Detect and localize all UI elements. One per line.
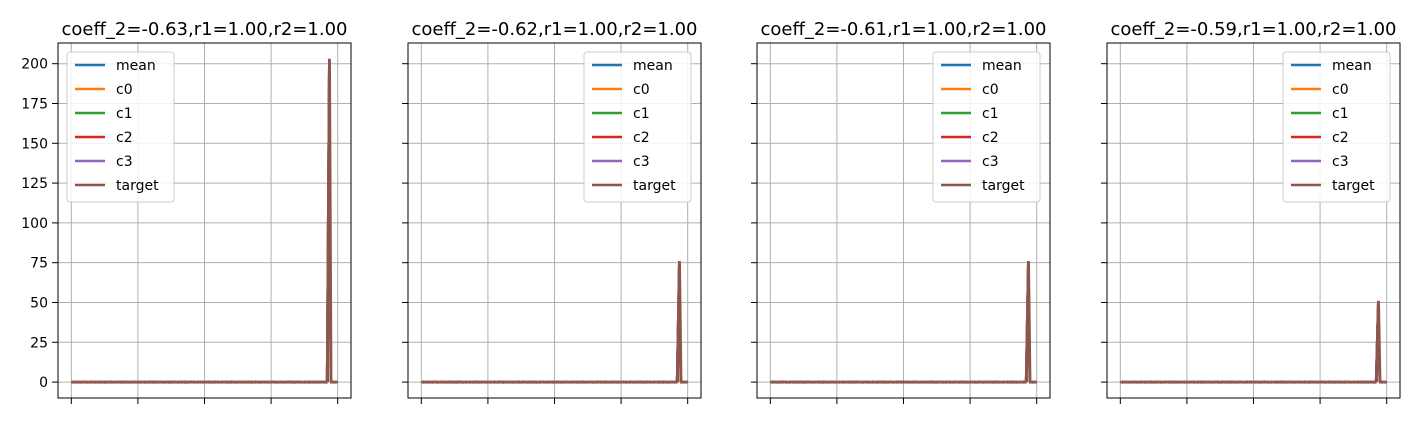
legend-label-c0: c0 [1332, 82, 1349, 98]
y-tick-label: 175 [21, 96, 48, 112]
legend-label-target: target [982, 178, 1025, 194]
legend-label-mean: mean [1332, 58, 1372, 74]
series-target-spike [676, 261, 683, 383]
legend: mean c0 c1 c2 c3 target [583, 51, 692, 203]
legend-label-target: target [1332, 178, 1375, 194]
legend: mean c0 c1 c2 c3 target [66, 51, 175, 203]
legend-label-c2: c2 [1332, 130, 1349, 146]
legend-label-target: target [633, 178, 676, 194]
y-tick-label: 150 [21, 136, 48, 152]
series-target-spike [1025, 261, 1032, 383]
legend: mean c0 c1 c2 c3 target [1282, 51, 1391, 203]
legend-label-c0: c0 [633, 82, 650, 98]
legend-label-c3: c3 [1332, 154, 1349, 170]
subplot-title: coeff_2=-0.63,r1=1.00,r2=1.00 [62, 19, 348, 40]
subplot-title: coeff_2=-0.62,r1=1.00,r2=1.00 [412, 19, 698, 40]
y-tick-label: 75 [30, 256, 48, 272]
series-target-line [1119, 300, 1388, 384]
legend-label-mean: mean [982, 58, 1022, 74]
series-target-line [420, 261, 689, 384]
subplot-title: coeff_2=-0.61,r1=1.00,r2=1.00 [761, 19, 1047, 40]
subplot-title: coeff_2=-0.59,r1=1.00,r2=1.00 [1111, 19, 1397, 40]
legend-label-target: target [116, 178, 159, 194]
legend-label-c0: c0 [116, 82, 133, 98]
legend-label-c1: c1 [116, 106, 133, 122]
legend-label-c3: c3 [116, 154, 133, 170]
series-target-spike [1375, 300, 1382, 383]
legend-label-c2: c2 [633, 130, 650, 146]
y-tick-label: 25 [30, 335, 48, 351]
legend-label-c0: c0 [982, 82, 999, 98]
subplot-1: 0 25 50 75 100 125 150 175 200 coeff_2=-0.63,r1=1… [21, 19, 352, 404]
legend-label-mean: mean [116, 58, 156, 74]
y-tick-label: 100 [21, 216, 48, 232]
legend-label-mean: mean [633, 58, 673, 74]
legend-label-c3: c3 [633, 154, 650, 170]
legend-label-c2: c2 [982, 130, 999, 146]
y-tick-label: 0 [39, 375, 48, 391]
y-tick-label: 125 [21, 176, 48, 192]
y-tick-label: 50 [30, 295, 48, 311]
series-target-line [769, 261, 1038, 384]
legend-label-c1: c1 [1332, 106, 1349, 122]
legend-label-c1: c1 [982, 106, 999, 122]
legend: mean c0 c1 c2 c3 target [932, 51, 1041, 203]
legend-label-c1: c1 [633, 106, 650, 122]
series-target-line [70, 58, 339, 384]
legend-label-c3: c3 [982, 154, 999, 170]
legend-label-c2: c2 [116, 130, 133, 146]
series-target-spike [326, 58, 333, 383]
y-tick-label: 200 [21, 57, 48, 73]
